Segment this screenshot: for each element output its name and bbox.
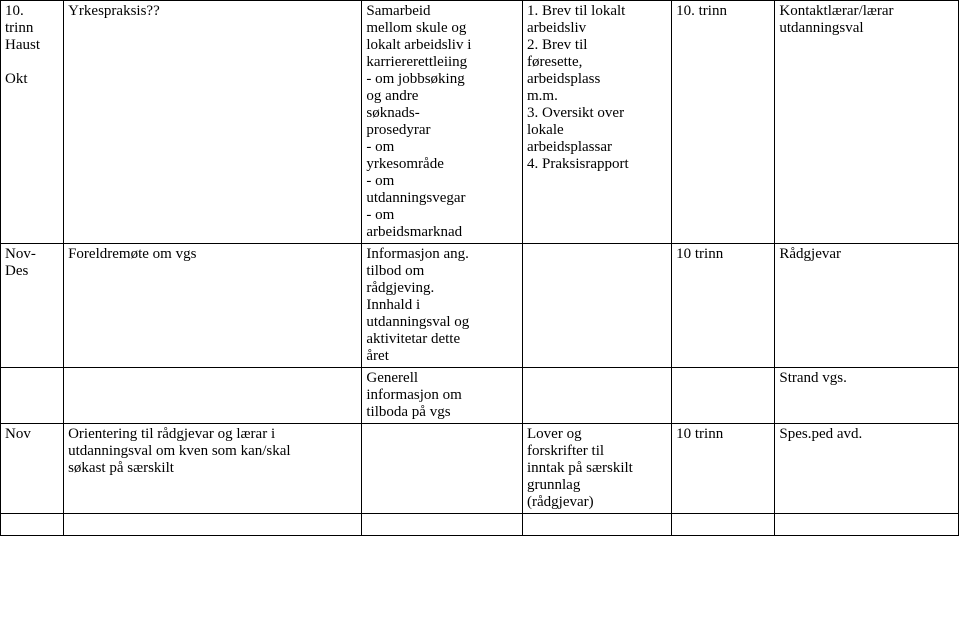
text: m.m. [527,88,667,105]
text: lokale [527,122,667,139]
table-row: Nov- Des Foreldremøte om vgs Informasjon… [1,244,959,368]
text: Orientering til rådgjevar og lærar i [68,426,357,443]
text: - om [366,207,518,224]
text: utdanningsvegar [366,190,518,207]
cell-period: Nov [1,424,64,514]
cell-grade [672,514,775,536]
cell-activity: Informasjon ang. tilbod om rådgjeving. I… [362,244,523,368]
text: 1. Brev til lokalt [527,3,667,20]
cell-grade: 10 trinn [672,244,775,368]
cell-topic: Yrkespraksis?? [64,1,362,244]
text: arbeidsliv [527,20,667,37]
text: Yrkespraksis?? [68,3,357,20]
cell-grade: 10. trinn [672,1,775,244]
text: Haust [5,37,59,54]
text: forskrifter til [527,443,667,460]
text: 10. trinn [676,3,770,20]
text: prosedyrar [366,122,518,139]
cell-responsible: Strand vgs. [775,368,959,424]
text: og andre [366,88,518,105]
text: utdanningsval [779,20,954,37]
table-row: Nov Orientering til rådgjevar og lærar i… [1,424,959,514]
text: Rådgjevar [779,246,954,263]
cell-responsible [775,514,959,536]
text: arbeidsplass [527,71,667,88]
text: 3. Oversikt over [527,105,667,122]
text: inntak på særskilt [527,460,667,477]
cell-activity: Samarbeid mellom skule og lokalt arbeids… [362,1,523,244]
text: Kontaktlærar/lærar [779,3,954,20]
cell-period [1,368,64,424]
cell-responsible: Kontaktlærar/lærar utdanningsval [775,1,959,244]
cell-product [523,368,672,424]
text: utdanningsval om kven som kan/skal [68,443,357,460]
text: 10 trinn [676,246,770,263]
text: - om [366,139,518,156]
text: Samarbeid [366,3,518,20]
table-row [1,514,959,536]
text: Innhald i [366,297,518,314]
table-row: 10. trinn Haust Okt Yrkespraksis?? Samar… [1,1,959,244]
text: søknads- [366,105,518,122]
cell-activity [362,424,523,514]
cell-grade [672,368,775,424]
text [5,54,59,71]
text: året [366,348,518,365]
cell-period [1,514,64,536]
text: 10 trinn [676,426,770,443]
cell-grade: 10 trinn [672,424,775,514]
text: utdanningsval og [366,314,518,331]
cell-period: Nov- Des [1,244,64,368]
text: aktivitetar dette [366,331,518,348]
text: yrkesområde [366,156,518,173]
text: Lover og [527,426,667,443]
text: Foreldremøte om vgs [68,246,357,263]
text: Strand vgs. [779,370,954,387]
text: 10. [5,3,59,20]
text: Generell [366,370,518,387]
text: Informasjon ang. [366,246,518,263]
cell-period: 10. trinn Haust Okt [1,1,64,244]
text: tilbod om [366,263,518,280]
text: Spes.ped avd. [779,426,954,443]
text: mellom skule og [366,20,518,37]
text: - om jobbsøking [366,71,518,88]
cell-product [523,244,672,368]
text: rådgjeving. [366,280,518,297]
text: Nov- [5,246,59,263]
text: Nov [5,426,59,443]
cell-topic [64,514,362,536]
text: grunnlag [527,477,667,494]
text: 4. Praksisrapport [527,156,667,173]
cell-product: 1. Brev til lokalt arbeidsliv 2. Brev ti… [523,1,672,244]
text: (rådgjevar) [527,494,667,511]
text: føresette, [527,54,667,71]
text: - om [366,173,518,190]
text: karriererettleiing [366,54,518,71]
cell-responsible: Spes.ped avd. [775,424,959,514]
cell-activity: Generell informasjon om tilboda på vgs [362,368,523,424]
table-row: Generell informasjon om tilboda på vgs S… [1,368,959,424]
text: arbeidsplassar [527,139,667,156]
cell-topic [64,368,362,424]
cell-activity [362,514,523,536]
text: trinn [5,20,59,37]
text: informasjon om [366,387,518,404]
cell-topic: Orientering til rådgjevar og lærar i utd… [64,424,362,514]
text: søkast på særskilt [68,460,357,477]
text: 2. Brev til [527,37,667,54]
text: tilboda på vgs [366,404,518,421]
text: arbeidsmarknad [366,224,518,241]
text: Des [5,263,59,280]
cell-responsible: Rådgjevar [775,244,959,368]
text: Okt [5,71,59,88]
text: lokalt arbeidsliv i [366,37,518,54]
schedule-table: 10. trinn Haust Okt Yrkespraksis?? Samar… [0,0,959,536]
cell-product: Lover og forskrifter til inntak på særsk… [523,424,672,514]
cell-topic: Foreldremøte om vgs [64,244,362,368]
cell-product [523,514,672,536]
